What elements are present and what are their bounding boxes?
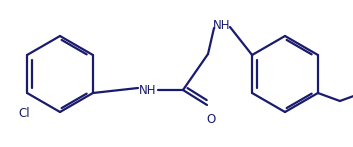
Text: NH: NH: [139, 83, 157, 96]
Text: O: O: [207, 113, 216, 126]
Text: NH: NH: [213, 19, 231, 31]
Text: Cl: Cl: [18, 107, 30, 120]
